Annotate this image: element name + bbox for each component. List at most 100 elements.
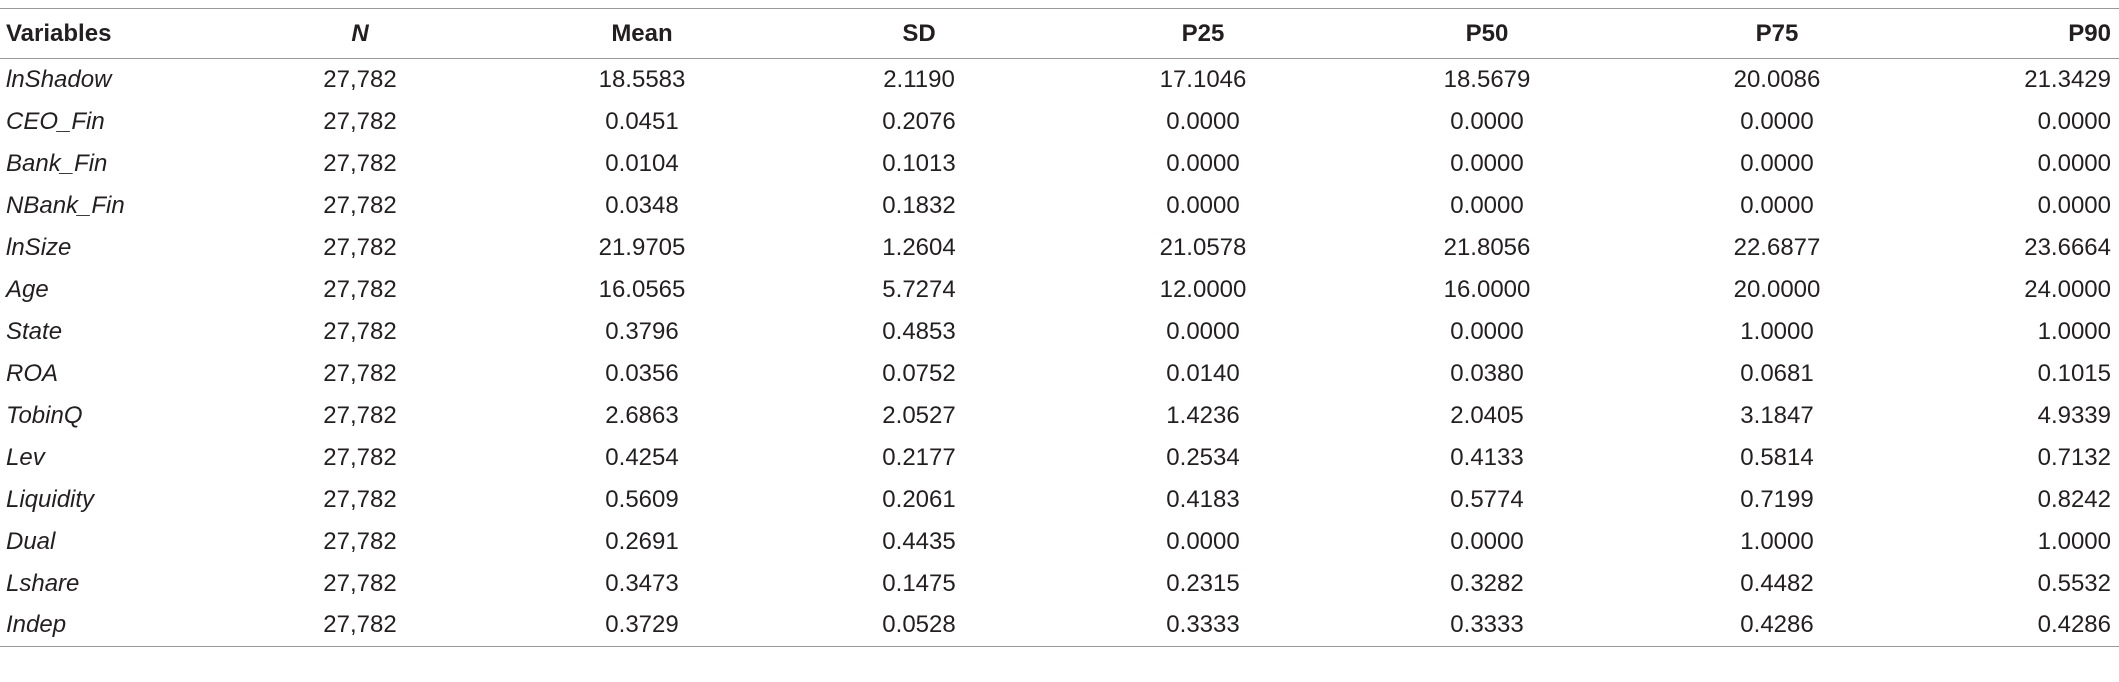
table-row: Age 27,782 16.0565 5.7274 12.0000 16.0000 20.0… xyxy=(0,269,2119,311)
cell: 0.1832 xyxy=(882,191,956,219)
cell: 0.4286 xyxy=(1942,604,2119,647)
table-row: CEO_Fin 27,782 0.0451 0.2076 0.0000 0.0000 0.0… xyxy=(0,101,2119,143)
cell: 0.0000 xyxy=(1740,149,1814,177)
table-row: Dual 27,782 0.2691 0.4435 0.0000 0.0000 1.0000… xyxy=(0,521,2119,563)
cell: 0.0681 xyxy=(1740,359,1814,387)
variable-name: State xyxy=(6,317,63,345)
cell: 27,782 xyxy=(323,233,397,261)
cell: 0.4482 xyxy=(1740,569,1814,597)
cell: 27,782 xyxy=(323,485,397,513)
variable-name: Liquidity xyxy=(6,485,95,513)
table-row: Liquidity 27,782 0.5609 0.2061 0.4183 0.5774 0… xyxy=(0,479,2119,521)
cell: 0.4254 xyxy=(605,443,679,471)
cell: 0.0000 xyxy=(1740,107,1814,135)
cell: 2.0527 xyxy=(882,401,956,429)
cell: 0.4286 xyxy=(1612,604,1942,647)
variable-name: ROA xyxy=(6,359,59,387)
cell: 0.1015 xyxy=(2037,359,2111,387)
cell: 0.2061 xyxy=(882,485,956,513)
column-header: Mean xyxy=(490,8,794,59)
cell: 0.0000 xyxy=(1166,107,1240,135)
cell: 0.3282 xyxy=(1450,569,1524,597)
cell: 23.6664 xyxy=(2024,233,2111,261)
cell: 0.1013 xyxy=(882,149,956,177)
cell: 0.4853 xyxy=(882,317,956,345)
cell: 0.5532 xyxy=(2037,569,2111,597)
column-header: SD xyxy=(794,8,1044,59)
cell: 21.3429 xyxy=(2024,65,2111,93)
table-row: Lshare 27,782 0.3473 0.1475 0.2315 0.3282 0.44… xyxy=(0,563,2119,605)
cell: 0.0752 xyxy=(882,359,956,387)
variable-name: NBank_Fin xyxy=(6,191,125,219)
table-row: Indep 27,782 0.3729 0.0528 0.3333 0.3333 0.428… xyxy=(0,604,2119,647)
cell: 27,782 xyxy=(323,65,397,93)
cell: 0.4133 xyxy=(1450,443,1524,471)
cell: 0.1475 xyxy=(882,569,956,597)
cell: 2.0405 xyxy=(1450,401,1524,429)
cell: 20.0086 xyxy=(1733,65,1821,93)
cell: 0.0000 xyxy=(1740,191,1814,219)
variable-name: CEO_Fin xyxy=(6,107,105,135)
column-header: P75 xyxy=(1612,8,1942,59)
variable-name: TobinQ xyxy=(6,401,83,429)
cell: 1.4236 xyxy=(1166,401,1240,429)
cell: 0.2315 xyxy=(1166,569,1240,597)
cell: 18.5679 xyxy=(1443,65,1531,93)
cell: 21.8056 xyxy=(1443,233,1531,261)
cell: 27,782 xyxy=(323,527,397,555)
cell: 0.7132 xyxy=(2037,443,2111,471)
cell: 5.7274 xyxy=(882,275,956,303)
table-row: TobinQ 27,782 2.6863 2.0527 1.4236 2.0405 3.18… xyxy=(0,395,2119,437)
header-row: Variables N Mean SD P25 P50 P75 P90 xyxy=(0,8,2119,59)
cell: 0.3333 xyxy=(1362,604,1612,647)
cell: 27,782 xyxy=(323,317,397,345)
cell: 21.0578 xyxy=(1159,233,1247,261)
cell: 1.2604 xyxy=(882,233,956,261)
cell: 0.2534 xyxy=(1166,443,1240,471)
cell: 0.0000 xyxy=(1166,527,1240,555)
cell: 0.2691 xyxy=(605,527,679,555)
cell: 0.4183 xyxy=(1166,485,1240,513)
cell: 2.6863 xyxy=(605,401,679,429)
table-row: Bank_Fin 27,782 0.0104 0.1013 0.0000 0.0000 0.… xyxy=(0,143,2119,185)
cell: 0.0000 xyxy=(1450,107,1524,135)
cell: 0.5814 xyxy=(1740,443,1814,471)
table-row: Lev 27,782 0.4254 0.2177 0.2534 0.4133 0.5814 0… xyxy=(0,437,2119,479)
cell: 27,782 xyxy=(323,107,397,135)
cell: 1.0000 xyxy=(2037,527,2111,555)
cell: 0.3796 xyxy=(605,317,679,345)
cell: 0.0000 xyxy=(2037,191,2111,219)
cell: 27,782 xyxy=(323,149,397,177)
cell: 0.8242 xyxy=(2037,485,2111,513)
cell: 12.0000 xyxy=(1159,275,1247,303)
variable-name: Dual xyxy=(6,527,56,555)
cell: 0.0000 xyxy=(1450,317,1524,345)
cell: 0.0000 xyxy=(1450,527,1524,555)
cell: 22.6877 xyxy=(1733,233,1821,261)
cell: 0.0348 xyxy=(605,191,679,219)
cell: 1.0000 xyxy=(2037,317,2111,345)
cell: 0.4435 xyxy=(882,527,956,555)
cell: 0.0000 xyxy=(1450,149,1524,177)
cell: 16.0565 xyxy=(598,275,686,303)
cell: 2.1190 xyxy=(883,65,955,93)
cell: 3.1847 xyxy=(1740,401,1814,429)
column-header: P90 xyxy=(1942,8,2119,59)
cell: 0.0140 xyxy=(1166,359,1240,387)
cell: 27,782 xyxy=(323,443,397,471)
cell: 17.1046 xyxy=(1159,65,1247,93)
cell: 0.0356 xyxy=(605,359,679,387)
cell: 0.7199 xyxy=(1740,485,1814,513)
cell: 0.0000 xyxy=(1166,149,1240,177)
cell: 0.0104 xyxy=(605,149,679,177)
column-header: Variables xyxy=(0,8,230,59)
cell: 0.0000 xyxy=(2037,149,2111,177)
variable-name: Lshare xyxy=(6,569,80,597)
variable-name: Bank_Fin xyxy=(6,149,108,177)
cell: 1.0000 xyxy=(1740,527,1814,555)
cell: 24.0000 xyxy=(2024,275,2111,303)
table-row: lnShadow 27,782 18.5583 2.1190 17.1046 18.567… xyxy=(0,59,2119,101)
cell: 20.0000 xyxy=(1733,275,1821,303)
cell: 0.3333 xyxy=(1044,604,1362,647)
variable-name: lnSize xyxy=(6,233,72,261)
